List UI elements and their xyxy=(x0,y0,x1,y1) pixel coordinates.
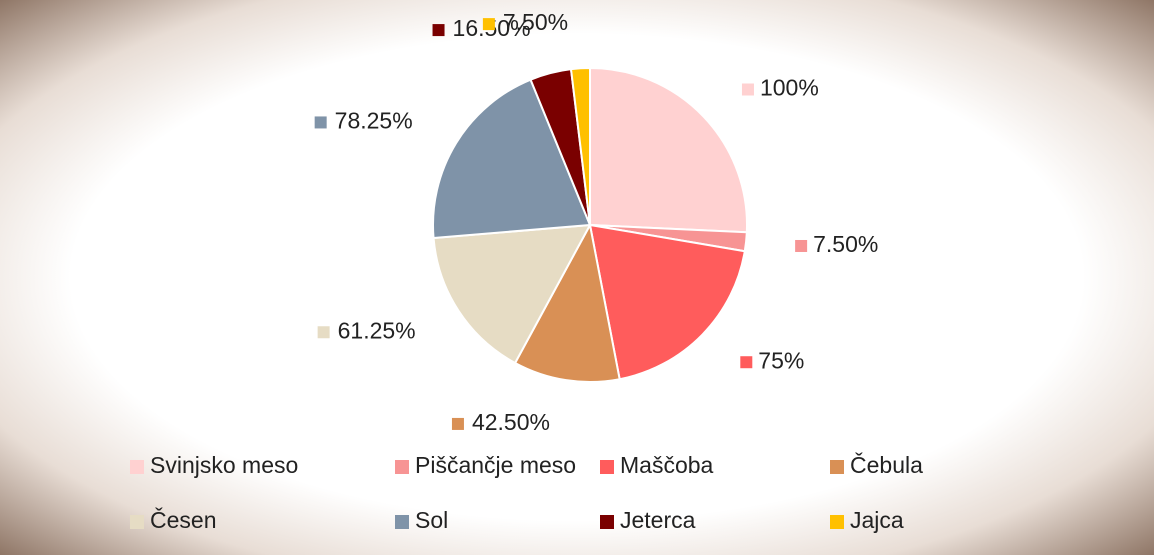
pie-slice xyxy=(432,223,592,365)
legend-marker xyxy=(395,460,409,474)
legend-label: Jeterca xyxy=(620,507,696,533)
data-label: 78.25% xyxy=(335,108,413,134)
pie-slice xyxy=(513,222,621,383)
label-marker xyxy=(795,239,808,252)
legend-marker xyxy=(130,460,144,474)
data-label: 75% xyxy=(758,347,804,373)
legend-marker xyxy=(600,515,614,529)
data-label: 7.50% xyxy=(503,9,568,35)
label-marker xyxy=(482,18,495,31)
legend-label: Maščoba xyxy=(620,452,714,478)
data-label: 42.50% xyxy=(472,409,550,435)
pie-slice xyxy=(569,66,591,226)
data-label: 7.50% xyxy=(813,231,878,257)
data-label: 61.25% xyxy=(338,317,416,343)
legend-label: Jajca xyxy=(850,507,904,533)
pie-slice xyxy=(432,78,592,240)
label-marker xyxy=(740,356,753,369)
label-marker xyxy=(314,116,327,129)
legend-label: Sol xyxy=(415,507,448,533)
pie-slice xyxy=(589,66,748,234)
data-label: 100% xyxy=(760,75,819,101)
legend-label: Česen xyxy=(150,506,216,533)
label-marker xyxy=(317,326,330,339)
pie-slice xyxy=(588,223,746,381)
legend-marker xyxy=(600,460,614,474)
legend-marker xyxy=(395,515,409,529)
legend-label: Piščančje meso xyxy=(415,452,576,478)
legend-marker xyxy=(130,515,144,529)
legend-label: Svinjsko meso xyxy=(150,452,298,478)
legend-marker xyxy=(830,460,844,474)
legend-marker xyxy=(830,515,844,529)
label-marker xyxy=(451,417,464,430)
label-marker xyxy=(432,24,445,37)
legend-label: Čebula xyxy=(850,451,923,478)
label-marker xyxy=(741,83,754,96)
